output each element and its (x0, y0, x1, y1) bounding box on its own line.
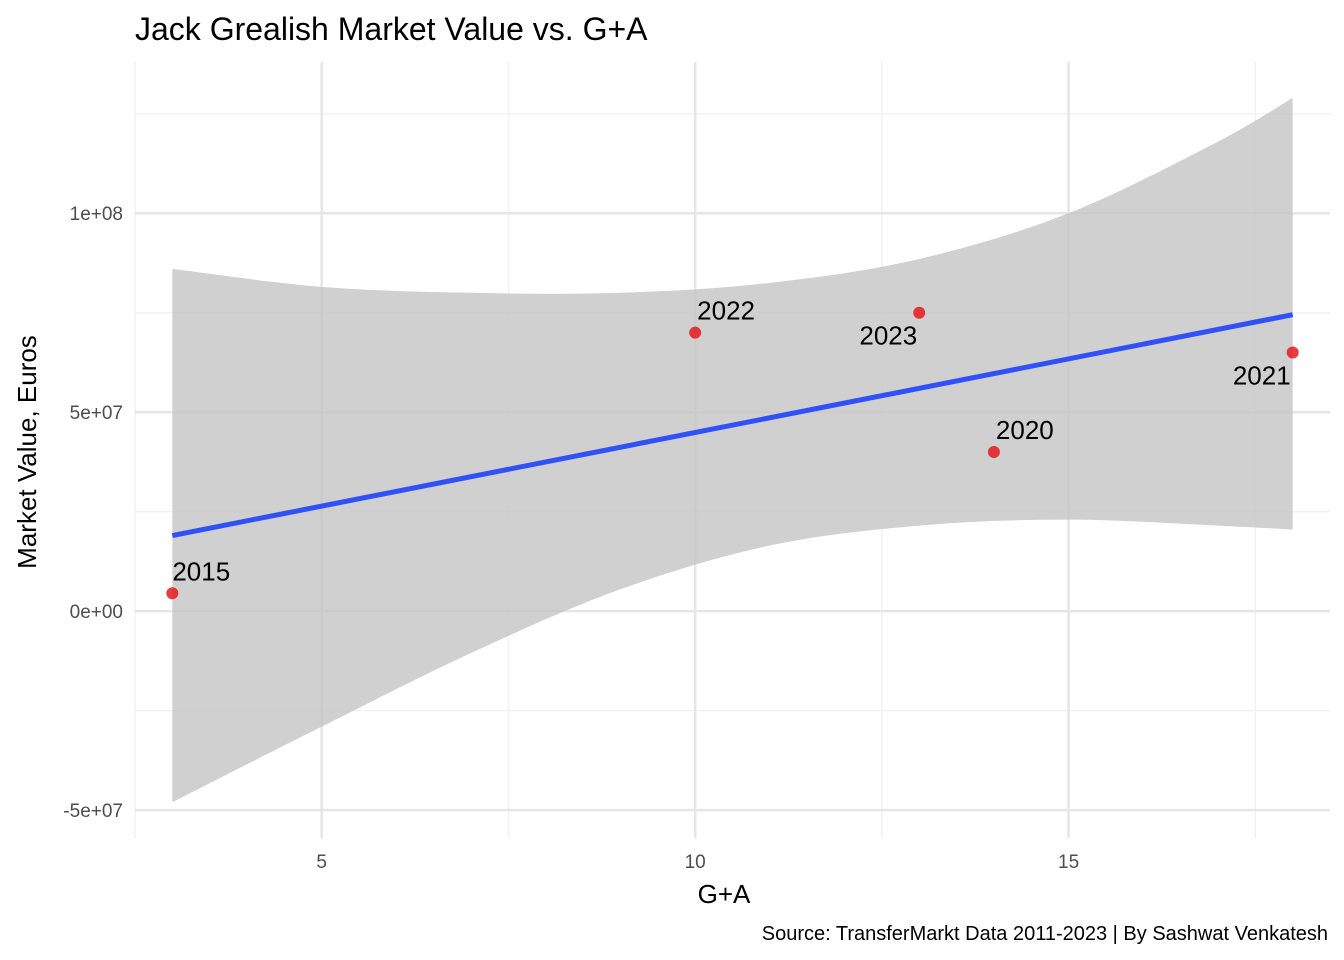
data-point (1286, 346, 1299, 359)
point-label: 2015 (172, 556, 230, 586)
y-axis-title: Market Value, Euros (12, 335, 42, 569)
data-point (913, 306, 926, 319)
chart-title: Jack Grealish Market Value vs. G+A (135, 11, 648, 47)
y-tick-label: 0e+00 (70, 602, 123, 623)
x-tick-label: 5 (316, 852, 327, 873)
x-tick-label: 10 (685, 852, 706, 873)
point-labels: 2015 2022 2023 2020 2021 (172, 296, 1290, 587)
y-tick-label: -5e+07 (63, 801, 123, 822)
data-point (166, 587, 179, 600)
data-point (689, 326, 702, 339)
point-label: 2023 (859, 321, 917, 351)
y-tick-label: 1e+08 (70, 204, 123, 225)
regression-line (171, 312, 1294, 539)
y-tick-labels: -5e+07 0e+00 5e+07 1e+08 (63, 204, 123, 822)
point-label: 2020 (996, 415, 1054, 445)
confidence-band (172, 97, 1293, 803)
x-axis-title: G+A (698, 879, 751, 909)
point-label: 2021 (1233, 361, 1291, 391)
x-tick-label: 15 (1058, 852, 1079, 873)
chart-caption: Source: TransferMarkt Data 2011-2023 | B… (762, 923, 1328, 945)
y-tick-label: 5e+07 (70, 403, 123, 424)
x-tick-labels: 5 10 15 (316, 852, 1079, 873)
data-point (987, 445, 1000, 458)
data-points (166, 306, 1299, 600)
point-label: 2022 (697, 296, 755, 326)
